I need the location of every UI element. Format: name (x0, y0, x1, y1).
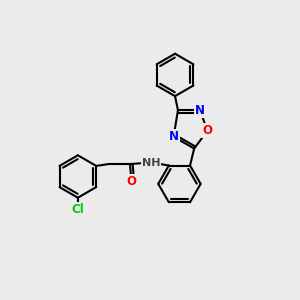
Text: N: N (195, 104, 205, 117)
Text: O: O (127, 175, 136, 188)
Text: O: O (202, 124, 212, 137)
Text: N: N (169, 130, 178, 143)
Text: Cl: Cl (71, 203, 84, 216)
Text: NH: NH (142, 158, 161, 168)
